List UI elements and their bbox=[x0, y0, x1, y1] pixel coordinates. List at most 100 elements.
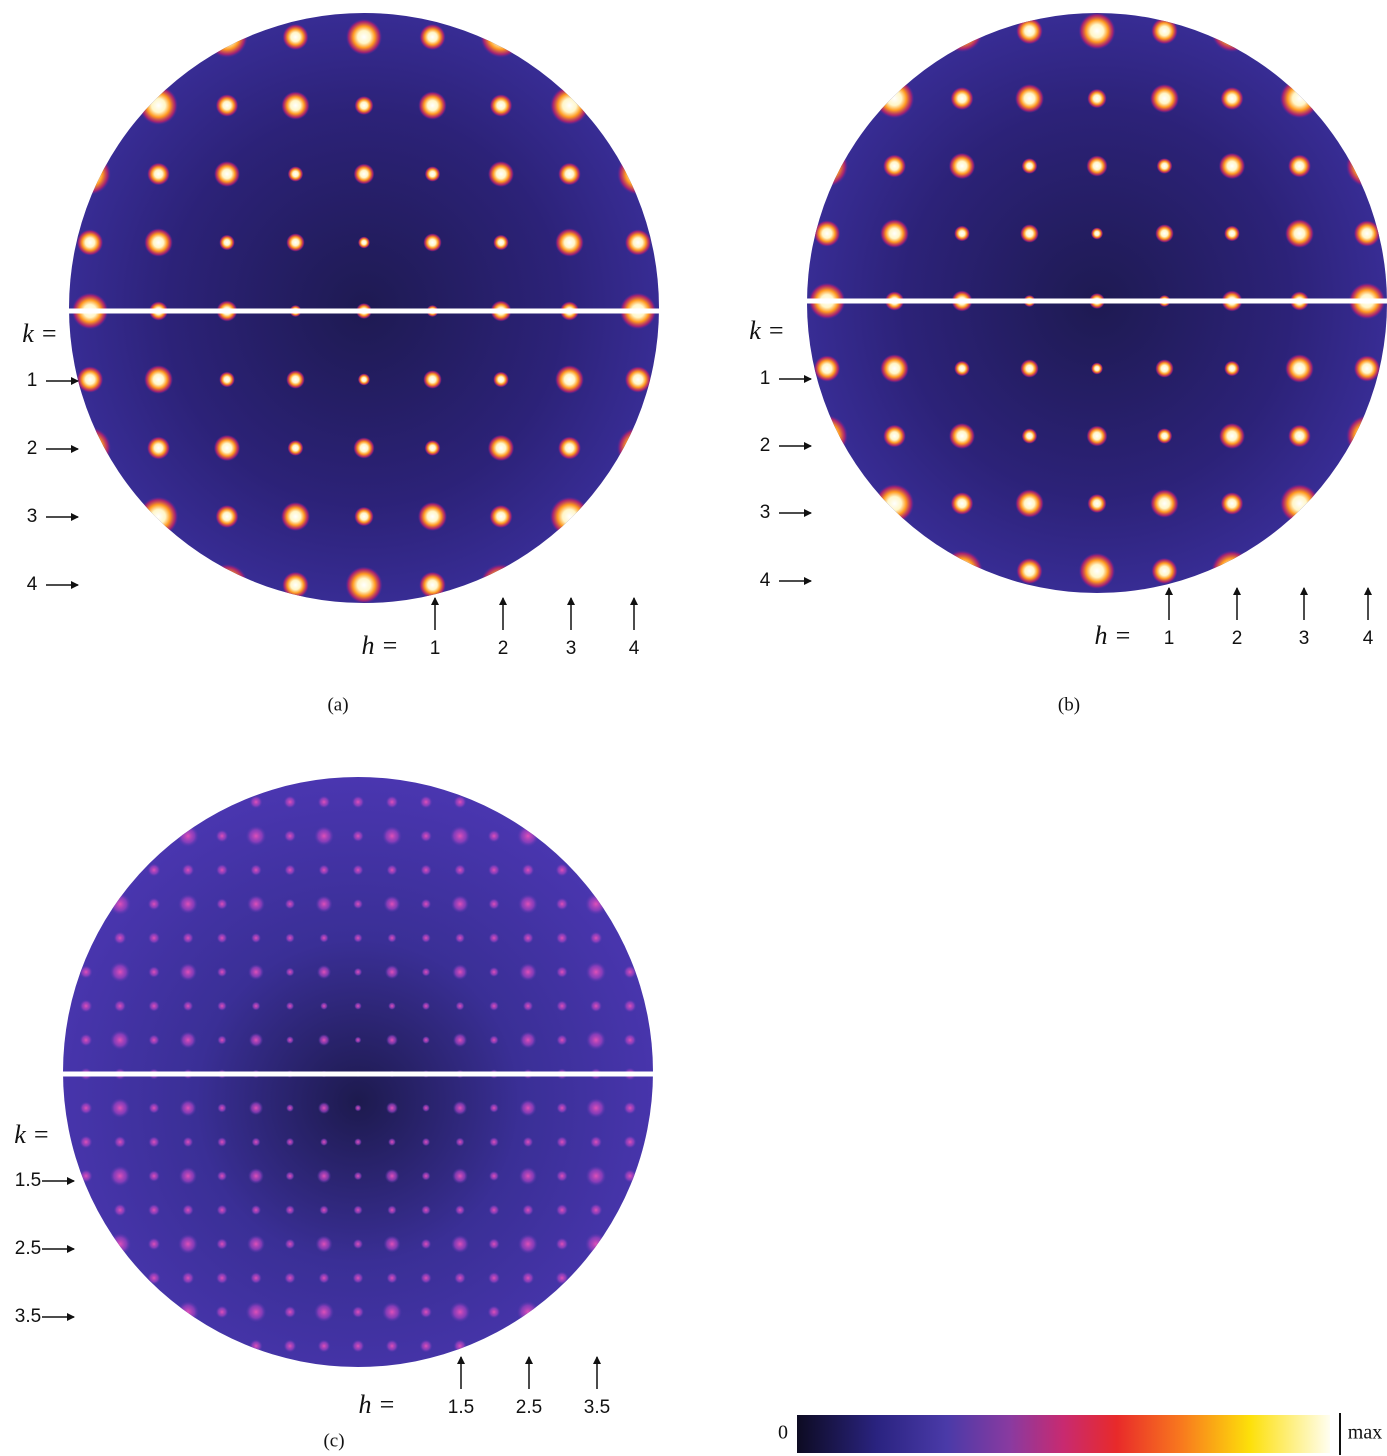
spot bbox=[148, 1170, 160, 1182]
spot bbox=[249, 1339, 262, 1352]
spot bbox=[1150, 489, 1179, 518]
spot bbox=[488, 898, 499, 909]
spot bbox=[586, 1030, 606, 1050]
spot bbox=[624, 1034, 637, 1047]
spot bbox=[1086, 155, 1107, 176]
h-tick-label: 3 bbox=[566, 638, 577, 659]
spot bbox=[288, 440, 304, 456]
spot bbox=[1157, 428, 1173, 444]
k-tick-label: 1 bbox=[760, 368, 771, 389]
spot bbox=[386, 1340, 399, 1353]
spot bbox=[148, 1000, 159, 1011]
k-tick-label: 3.5 bbox=[15, 1306, 41, 1327]
spot bbox=[179, 1031, 196, 1048]
spot bbox=[422, 1104, 430, 1112]
spot bbox=[1020, 224, 1039, 243]
spot bbox=[519, 1167, 537, 1185]
spot bbox=[80, 1000, 93, 1013]
spot bbox=[215, 505, 238, 528]
spot bbox=[1078, 12, 1115, 49]
spot bbox=[519, 963, 537, 981]
h-tick-label: 1 bbox=[430, 638, 441, 659]
spot bbox=[452, 1168, 468, 1184]
spot bbox=[109, 893, 131, 915]
spot bbox=[179, 1099, 196, 1116]
spot bbox=[353, 933, 362, 942]
spot bbox=[556, 1136, 567, 1147]
spot bbox=[1354, 220, 1381, 247]
spot bbox=[216, 1306, 229, 1319]
spot bbox=[354, 96, 373, 115]
spot bbox=[77, 229, 104, 256]
spot bbox=[806, 145, 848, 187]
spot bbox=[281, 91, 310, 120]
spot bbox=[806, 415, 848, 457]
spot bbox=[421, 1171, 430, 1180]
spot bbox=[1016, 558, 1042, 584]
spot bbox=[450, 1302, 471, 1323]
spot bbox=[423, 370, 442, 389]
spot bbox=[252, 1002, 261, 1011]
h-label: h = bbox=[361, 631, 398, 660]
k-label: k = bbox=[749, 316, 785, 345]
spot bbox=[421, 1239, 432, 1250]
spot bbox=[352, 1272, 363, 1283]
spot bbox=[317, 1169, 331, 1183]
spot bbox=[1211, 550, 1253, 592]
colorbar-max: max bbox=[1348, 1422, 1382, 1444]
spot bbox=[451, 895, 469, 913]
spot bbox=[285, 933, 295, 943]
spot bbox=[941, 10, 983, 52]
k-label: k = bbox=[22, 319, 58, 348]
spot bbox=[246, 1302, 267, 1323]
spot bbox=[418, 91, 447, 120]
spot bbox=[1219, 153, 1246, 180]
spot bbox=[950, 87, 973, 110]
spot bbox=[387, 1205, 396, 1214]
spot bbox=[286, 1138, 294, 1146]
spot bbox=[1280, 484, 1319, 523]
spot bbox=[346, 19, 382, 55]
spot bbox=[284, 796, 297, 809]
spot bbox=[387, 865, 398, 876]
spot bbox=[352, 1340, 365, 1353]
spot bbox=[456, 1002, 465, 1011]
spot bbox=[1015, 84, 1044, 113]
spot bbox=[586, 962, 607, 983]
spot bbox=[114, 1000, 126, 1012]
spot bbox=[1219, 423, 1245, 449]
spot bbox=[114, 932, 127, 945]
spot bbox=[382, 826, 402, 846]
spot bbox=[219, 372, 235, 388]
spot bbox=[77, 366, 104, 393]
spot bbox=[313, 757, 335, 779]
spot bbox=[454, 1272, 466, 1284]
spot bbox=[624, 1102, 637, 1115]
spot bbox=[453, 1033, 467, 1047]
spot bbox=[182, 1204, 193, 1215]
spot bbox=[354, 968, 362, 976]
spot bbox=[382, 1302, 402, 1322]
spot bbox=[354, 1138, 362, 1146]
k-tick-label: 2.5 bbox=[15, 1238, 41, 1259]
spot bbox=[79, 965, 92, 978]
colorbar-gradient bbox=[797, 1415, 1330, 1453]
spot bbox=[1022, 158, 1038, 174]
spot bbox=[1288, 154, 1311, 177]
spot bbox=[488, 1306, 501, 1319]
spot bbox=[352, 1306, 364, 1318]
spot bbox=[450, 826, 470, 846]
spot bbox=[183, 1137, 193, 1147]
spot bbox=[206, 564, 248, 606]
spot bbox=[285, 1171, 294, 1180]
spot bbox=[586, 1166, 607, 1187]
spot bbox=[217, 1103, 226, 1112]
spot bbox=[814, 220, 841, 247]
spot bbox=[80, 1102, 93, 1115]
spot bbox=[489, 967, 499, 977]
spot bbox=[388, 1138, 396, 1146]
spot bbox=[182, 1272, 195, 1285]
spot bbox=[421, 1205, 431, 1215]
